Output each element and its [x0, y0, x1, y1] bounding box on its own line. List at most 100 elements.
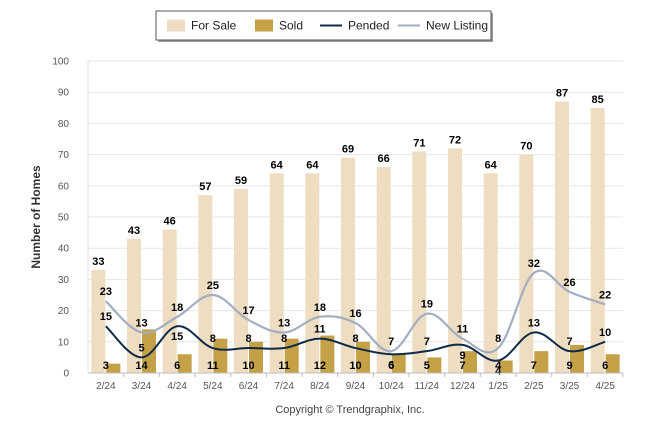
- bar-for-sale: [412, 151, 427, 373]
- bar-for-sale: [127, 238, 141, 373]
- legend-swatch: [255, 19, 273, 32]
- bar-sold: [142, 329, 156, 373]
- label-sold: 3: [103, 360, 109, 372]
- label-new-listing: 13: [135, 317, 147, 329]
- bar-sold: [427, 357, 442, 373]
- x-tick-label: 3/24: [132, 381, 152, 392]
- bar-sold: [498, 360, 513, 373]
- label-for-sale: 69: [342, 144, 354, 156]
- label-sold: 14: [135, 360, 148, 372]
- y-axis-label: Number of Homes: [29, 165, 43, 269]
- label-for-sale: 87: [556, 88, 568, 100]
- label-sold: 5: [424, 360, 430, 372]
- y-tick-label: 60: [58, 181, 70, 192]
- x-tick-label: 6/24: [239, 381, 259, 392]
- label-pended: 8: [281, 333, 287, 345]
- bar-for-sale: [91, 270, 106, 373]
- y-tick-label: 0: [63, 369, 69, 380]
- bar-sold: [106, 363, 121, 373]
- label-new-listing: 18: [314, 302, 326, 314]
- x-tick-label: 7/24: [274, 381, 294, 392]
- legend-label: For Sale: [191, 19, 237, 33]
- label-pended: 7: [566, 336, 572, 348]
- y-tick-label: 80: [58, 119, 70, 130]
- label-new-listing: 23: [100, 286, 112, 298]
- label-new-listing: 26: [563, 277, 575, 289]
- label-sold: 7: [459, 360, 465, 372]
- x-tick-label: 11/24: [415, 381, 440, 392]
- label-for-sale: 71: [413, 137, 425, 149]
- y-tick-label: 10: [58, 337, 70, 348]
- label-for-sale: 70: [520, 141, 532, 153]
- label-sold: 4: [495, 360, 502, 372]
- label-pended: 15: [100, 311, 112, 323]
- bar-for-sale: [519, 154, 534, 373]
- x-tick-label: 3/25: [560, 381, 580, 392]
- bar-for-sale: [555, 101, 569, 373]
- bar-for-sale: [448, 148, 462, 373]
- axes: 0 10 20 30 40 50 60 70 80 90 100 2/24 3/24 4/24 5/24 6/…: [52, 57, 624, 392]
- bar-for-sale: [269, 173, 284, 373]
- x-tick-label: 4/24: [167, 381, 187, 392]
- label-sold: 11: [278, 360, 290, 372]
- bar-sold: [463, 351, 477, 373]
- label-sold: 11: [207, 360, 219, 372]
- label-pended: 15: [171, 331, 183, 343]
- label-new-listing: 8: [495, 333, 501, 345]
- label-new-listing: 7: [388, 336, 394, 348]
- label-for-sale: 33: [92, 256, 104, 268]
- y-tick-label: 90: [58, 88, 70, 99]
- legend-label: New Listing: [426, 19, 488, 33]
- y-tick-label: 100: [52, 57, 69, 68]
- x-tick-label: 2/25: [524, 381, 544, 392]
- label-for-sale: 64: [485, 159, 498, 171]
- x-tick-label: 5/24: [203, 381, 223, 392]
- label-new-listing: 16: [349, 308, 361, 320]
- label-for-sale: 59: [235, 175, 247, 187]
- bar-for-sale: [376, 167, 391, 373]
- label-new-listing: 17: [242, 305, 254, 317]
- label-for-sale: 85: [592, 94, 604, 106]
- bar-for-sale: [483, 173, 498, 373]
- x-tick-label: 8/24: [310, 381, 330, 392]
- legend-label: Sold: [279, 19, 303, 33]
- label-new-listing: 22: [599, 289, 611, 301]
- label-sold: 6: [602, 360, 608, 372]
- bar-sold: [213, 338, 228, 373]
- line-new-listing: [105, 269, 606, 354]
- bar-for-sale: [198, 195, 213, 373]
- label-for-sale: 66: [378, 153, 390, 165]
- y-tick-label: 50: [58, 213, 70, 224]
- data-labels: 3334314466571159106411641269106667157276…: [92, 88, 611, 378]
- label-new-listing: 19: [421, 299, 433, 311]
- copyright-text: Copyright © Trendgraphix, Inc.: [275, 404, 424, 416]
- bar-for-sale: [234, 188, 248, 373]
- x-tick-label: 10/24: [379, 381, 404, 392]
- label-new-listing: 32: [528, 258, 540, 270]
- legend-label: Pended: [348, 19, 389, 33]
- bar-for-sale: [162, 229, 177, 373]
- label-sold: 10: [349, 360, 361, 372]
- lines: [105, 269, 606, 362]
- label-pended: 7: [424, 336, 430, 348]
- label-new-listing: 18: [171, 302, 183, 314]
- label-sold: 12: [314, 360, 326, 372]
- y-tick-label: 40: [58, 244, 70, 255]
- legend: For Sale Sold Pended New Listing: [155, 10, 493, 42]
- x-tick-label: 12/24: [450, 381, 475, 392]
- label-pended: 8: [245, 333, 251, 345]
- y-tick-label: 20: [58, 306, 70, 317]
- bar-sold: [391, 354, 406, 373]
- bar-sold: [249, 341, 263, 373]
- label-for-sale: 64: [306, 159, 319, 171]
- bar-for-sale: [305, 173, 320, 373]
- label-pended: 13: [528, 317, 540, 329]
- bar-sold: [320, 335, 335, 373]
- x-tick-label: 2/24: [96, 381, 116, 392]
- label-for-sale: 46: [164, 215, 176, 227]
- label-pended: 11: [314, 324, 326, 336]
- line-pended: [105, 325, 606, 362]
- label-for-sale: 43: [128, 225, 140, 237]
- label-pended: 8: [210, 333, 216, 345]
